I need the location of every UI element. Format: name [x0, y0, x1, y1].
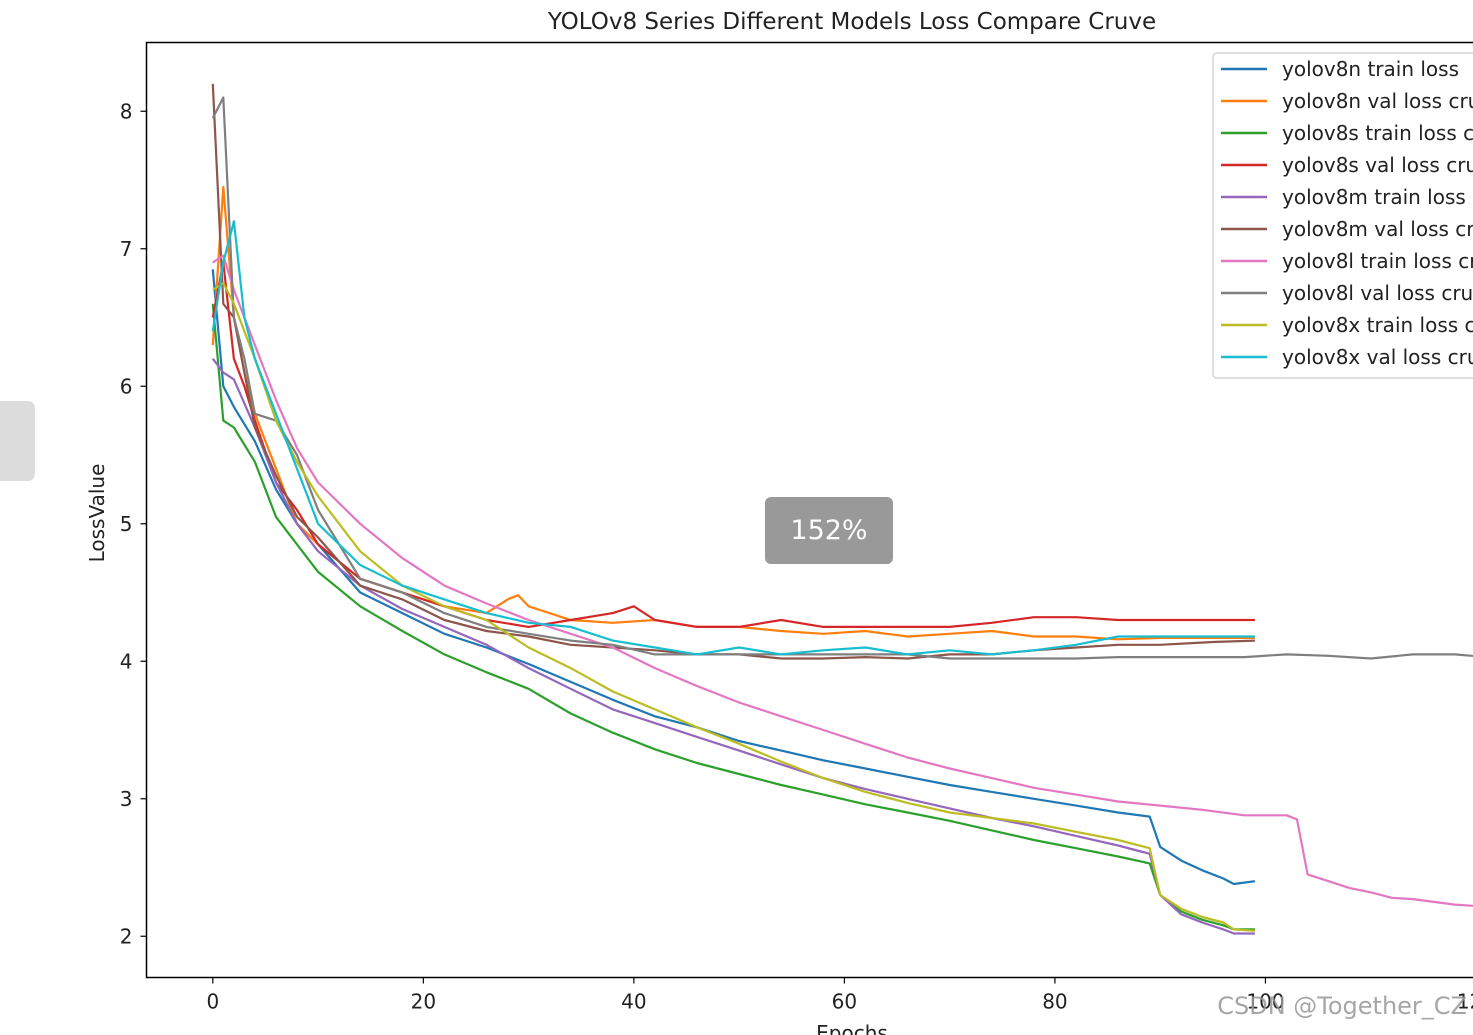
series-line-yolov8l-val-loss-cruve	[211, 96, 1473, 660]
legend-entry: yolov8n val loss cruve	[1282, 89, 1473, 113]
series-lines	[211, 83, 1473, 935]
legend-entry: yolov8n train loss	[1282, 57, 1459, 81]
legend-entry: yolov8l val loss cruve	[1282, 281, 1473, 305]
series-line-yolov8n-train-loss	[211, 269, 1256, 886]
x-axis-label: Epochs	[816, 1021, 888, 1035]
series-line-yolov8l-train-loss-cruve	[212, 254, 1473, 907]
legend-entry: yolov8x train loss cruve	[1282, 313, 1473, 337]
x-tick-label: 60	[832, 990, 857, 1014]
x-tick-label: 20	[411, 990, 436, 1014]
series-line-yolov8n-val-loss-cruve	[211, 185, 1255, 641]
x-tick-label: 0	[206, 990, 219, 1014]
y-tick-label: 7	[120, 237, 133, 261]
legend-entry: yolov8s train loss cruve	[1282, 121, 1473, 145]
zoom-level-badge: 152%	[765, 497, 893, 564]
side-panel-handle[interactable]	[0, 401, 35, 481]
y-tick-label: 5	[120, 512, 133, 536]
legend: yolov8n train loss yolov8n val loss cruve…	[1212, 52, 1473, 379]
y-axis: 2 3 4 5 6 7 8	[120, 99, 147, 948]
y-tick-label: 6	[120, 374, 133, 398]
y-tick-label: 2	[120, 924, 133, 948]
x-axis: 0 20 40 60 80 100 120	[206, 977, 1473, 1014]
y-tick-label: 3	[120, 787, 133, 811]
legend-entry: yolov8s val loss cruve	[1282, 153, 1473, 177]
series-line-yolov8x-train-loss-cruve	[212, 282, 1255, 932]
x-tick-label: 80	[1042, 990, 1067, 1014]
legend-entry: yolov8l train loss cruve	[1282, 249, 1473, 273]
y-axis-label: LossValue	[85, 464, 109, 563]
plot-frame	[145, 41, 1473, 979]
legend-box	[1212, 52, 1473, 379]
x-tick-label: 100	[1246, 990, 1284, 1014]
series-line-yolov8m-val-loss-cruve	[211, 83, 1255, 660]
legend-entry: yolov8m train loss cruve	[1282, 185, 1473, 209]
x-tick-label: 120	[1457, 990, 1473, 1014]
y-tick-label: 8	[120, 99, 133, 123]
series-line-yolov8x-val-loss-cruve	[211, 220, 1255, 656]
legend-entry: yolov8m val loss cruve	[1282, 217, 1473, 241]
x-tick-label: 40	[621, 990, 646, 1014]
chart-title: YOLOv8 Series Different Models Loss Comp…	[547, 9, 1156, 35]
y-tick-label: 4	[120, 649, 133, 673]
series-line-yolov8s-val-loss-cruve	[211, 261, 1255, 628]
watermark: CSDN @Together_CZ	[1217, 992, 1467, 1020]
legend-entry: yolov8x val loss cruve	[1282, 345, 1473, 369]
